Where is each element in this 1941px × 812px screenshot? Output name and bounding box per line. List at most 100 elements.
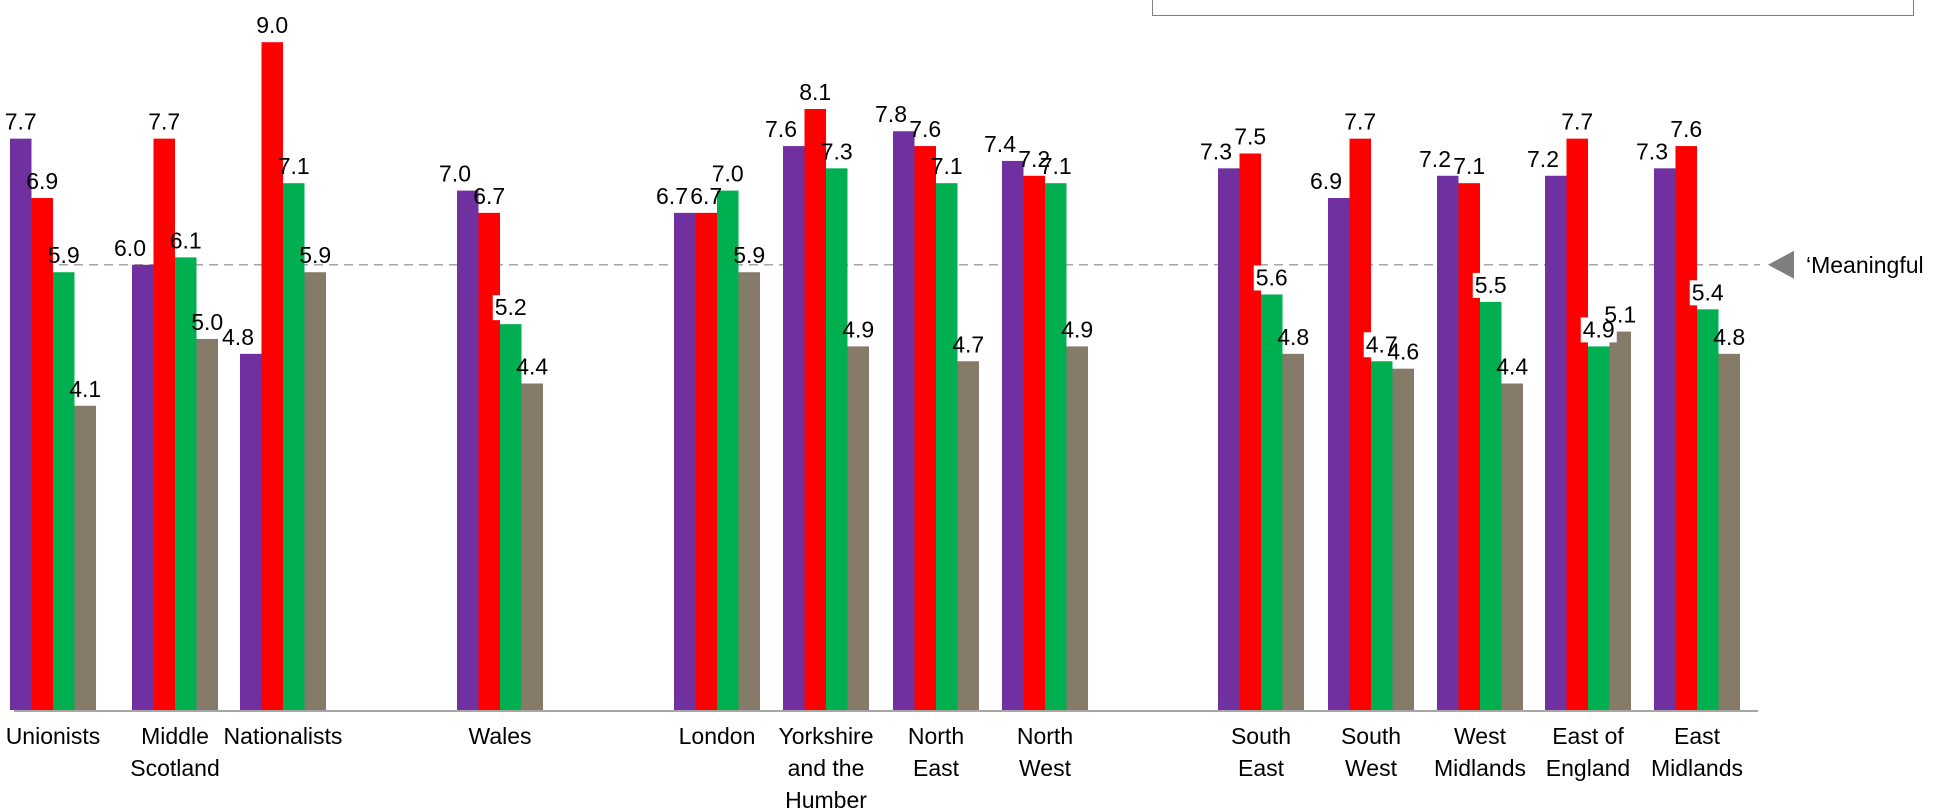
data-label: 6.7 [656,183,688,209]
data-label: 5.0 [191,309,223,335]
bar [1261,294,1283,710]
data-label: 7.3 [1636,138,1668,164]
x-tick-label-line: Yorkshire [778,723,873,749]
x-tick-label-line: West [1454,723,1507,749]
x-tick-label: South East [1231,723,1291,781]
x-tick-label-line: East of [1552,723,1624,749]
data-label: 9.0 [256,12,288,38]
bar [893,131,915,711]
x-tick-label-line: Humber [785,787,867,812]
data-label: 7.5 [1234,124,1266,150]
bar [738,272,760,710]
data-label: 7.0 [712,161,744,187]
x-tick-label-line: South [1231,723,1291,749]
data-label: 5.1 [1604,302,1636,328]
bar [1588,346,1610,710]
bar [31,198,53,710]
x-tick-label-line: Middle [141,723,209,749]
bar [500,324,522,710]
bar [1718,353,1740,710]
data-label: 7.2 [1419,146,1451,172]
x-tick-label-line: Unionists [6,723,101,749]
x-tick-label: Nationalists [224,723,343,749]
data-label: 4.7 [952,331,984,357]
bar [1371,361,1393,710]
bar [783,146,805,710]
reference-line-label: ‘Meaningful [1806,252,1924,278]
data-label: 4.4 [516,354,548,380]
bar [10,138,32,710]
x-tick-label: Yorkshire and the Humber [778,723,873,812]
data-label: 5.9 [48,242,80,268]
data-label: 6.7 [690,183,722,209]
data-label: 6.1 [170,227,202,253]
x-tick-label: North East [908,723,964,781]
legend-box [1152,0,1914,16]
data-label: 7.1 [1040,153,1072,179]
data-label-bg [492,295,529,321]
x-tick-label-line: North [1017,723,1073,749]
bar [1458,183,1480,710]
data-label: 4.9 [842,316,874,342]
x-tick-label-line: West [1019,755,1072,781]
bar [957,361,979,710]
bar [1675,146,1697,710]
data-label: 7.6 [909,116,941,142]
data-label: 4.7 [1366,331,1398,357]
bar [1545,175,1567,710]
bar [132,264,154,710]
bar [1066,346,1088,710]
x-tick-label-line: East [913,755,960,781]
data-label: 4.9 [1061,316,1093,342]
x-tick-label-line: Midlands [1434,755,1526,781]
x-tick-label-line: Midlands [1651,755,1743,781]
data-label: 6.0 [114,235,146,261]
data-label-bg [1689,280,1726,306]
bar [674,212,696,711]
bar [261,42,283,710]
bar [1392,368,1414,710]
data-label: 7.7 [148,109,180,135]
bar [1282,353,1304,710]
data-label: 7.6 [765,116,797,142]
bar [1480,301,1502,710]
bar [196,339,218,710]
data-label: 4.8 [1713,324,1745,350]
bar [457,190,479,711]
bar [1437,175,1459,710]
x-tick-label-line: and the [788,755,865,781]
data-label: 5.9 [299,242,331,268]
data-label: 7.0 [439,161,471,187]
data-label: 4.8 [222,324,254,350]
data-label: 5.5 [1475,272,1507,298]
data-label-bg [1253,265,1290,291]
x-tick-label-line: London [679,723,756,749]
x-tick-label: North West [1017,723,1073,781]
x-tick-label-line: Wales [468,723,531,749]
bar [695,212,717,711]
bar [914,146,936,710]
data-label: 7.3 [1200,138,1232,164]
data-label: 7.3 [821,138,853,164]
bar [1697,309,1719,710]
bar [1218,168,1240,711]
x-tick-label: West Midlands [1434,723,1526,781]
x-tick-label: London [679,723,756,749]
data-label-bg [1363,332,1400,358]
data-label: 5.4 [1692,279,1724,305]
bar [53,272,75,710]
data-label: 7.7 [1344,109,1376,135]
x-tick-label: Unionists [6,723,101,749]
data-label: 5.6 [1256,264,1288,290]
bar [478,212,500,711]
data-label: 7.7 [1561,109,1593,135]
bar [1609,331,1631,710]
x-tick-label-line: East [1238,755,1285,781]
data-label: 4.4 [1496,354,1528,380]
data-label: 4.1 [69,376,101,402]
data-label: 7.1 [278,153,310,179]
bar [521,383,543,710]
data-label: 7.1 [931,153,963,179]
bar [240,353,262,710]
